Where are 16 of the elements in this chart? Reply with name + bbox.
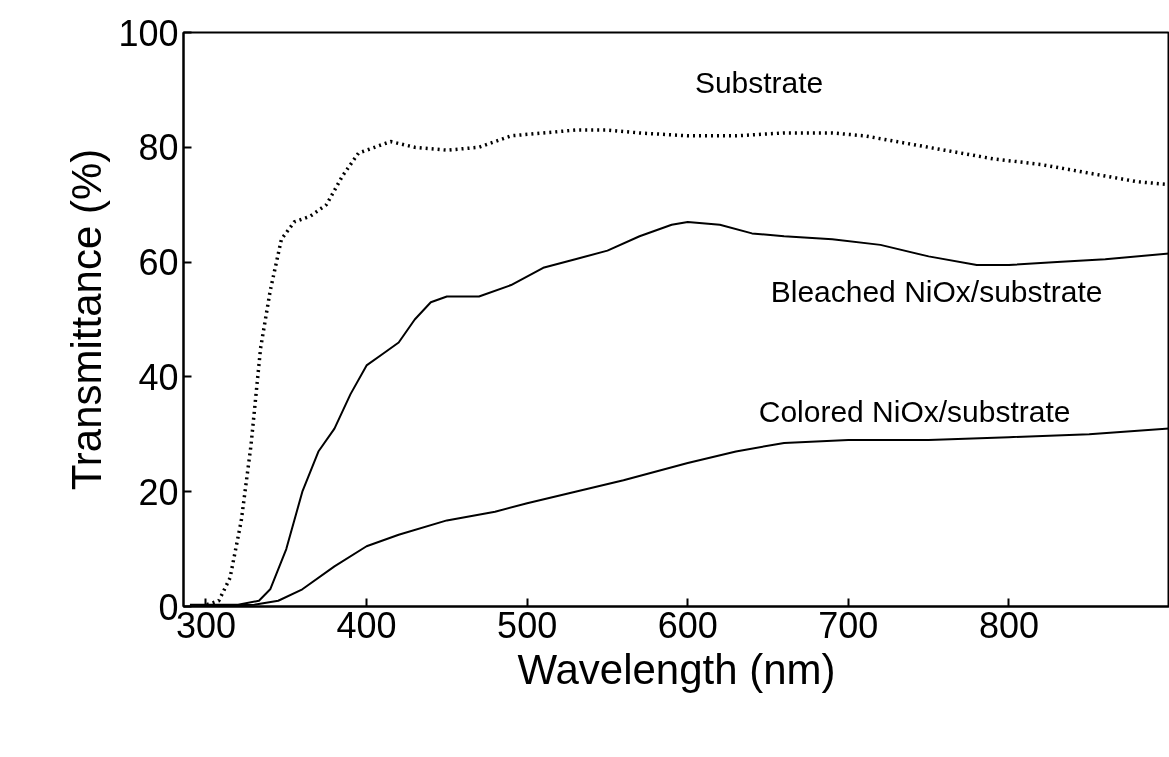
y-axis-title: Transmittance (%)	[63, 148, 111, 491]
y-tick-label: 100	[118, 12, 179, 54]
y-tick-label: 40	[138, 356, 179, 398]
series-label: Colored NiOx/substrate	[758, 394, 1071, 428]
y-tick-label: 60	[138, 242, 179, 284]
x-tick-label: 800	[978, 604, 1039, 646]
x-axis-title: Wavelength (nm)	[517, 645, 836, 693]
y-tick-label: 20	[138, 471, 179, 513]
series-label: Substrate	[694, 66, 824, 100]
x-tick-label: 400	[336, 604, 397, 646]
x-tick-label: 600	[657, 604, 718, 646]
y-tick-label: 80	[138, 127, 179, 169]
series-label: Bleached NiOx/substrate	[770, 274, 1103, 308]
x-tick-label: 700	[818, 604, 879, 646]
y-tick-label: 0	[158, 586, 179, 628]
x-tick-label: 500	[497, 604, 558, 646]
